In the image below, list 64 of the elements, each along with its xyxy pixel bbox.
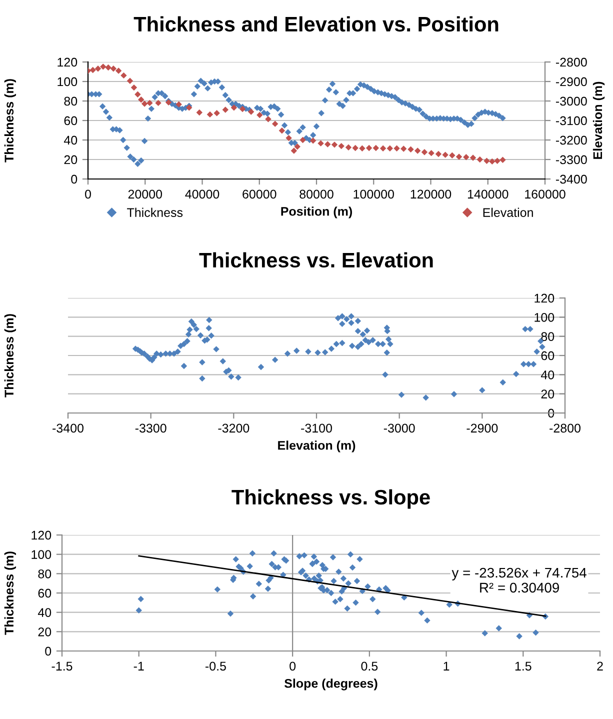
x-tick-label: 40000 [185,190,220,199]
x-tick-label: 0.5 [361,662,378,671]
y-tick-label: 60 [541,351,554,360]
y-tick-label: 40 [540,370,554,380]
y-tick-label: 60 [64,116,78,126]
y-tick-label: 80 [541,332,554,341]
legend-label: Thickness [127,208,183,217]
chart-title: Thickness and Elevation vs. Position [134,16,498,32]
y2-tick-label: -2900 [556,77,587,86]
x-tick-label: 120000 [410,190,452,199]
legend-label: Elevation [483,208,533,217]
x-tick-label: -3200 [218,424,250,433]
chart-title: Thickness vs. Elevation [199,252,433,268]
y-tick-label: 0 [45,646,52,656]
y2-tick-label: -3000 [556,96,587,106]
x-tick-label: -2800 [550,424,580,433]
y-tick-label: 120 [58,58,78,67]
y-tick-label: 0 [71,174,78,184]
x-tick-label: 80000 [300,190,334,199]
y2-axis-title: Elevation (m) [592,82,605,159]
y-tick-label: 20 [38,627,52,636]
x-tick-label: -0.5 [206,662,226,671]
y-tick-label: 100 [58,77,78,86]
y-axis-title: Thickness (m) [4,79,16,162]
y2-tick-label: -2800 [556,58,587,67]
y-tick-label: 120 [32,530,52,540]
x-tick-label: 0 [290,662,296,671]
y-tick-label: 80 [64,96,78,106]
y-tick-label: 40 [38,608,52,617]
y-axis-title: Thickness (m) [4,314,16,398]
y-tick-label: 20 [541,390,554,398]
x-tick-label: -1 [134,662,144,670]
chart-title: Thickness vs. Slope [232,489,430,509]
x-tick-label: 60000 [242,190,276,199]
y-axis-title: Thickness (m) [4,552,16,635]
y-tick-label: 60 [38,588,52,598]
annotation: y = -23.526x + 74.754 R² = 0.30409 [452,568,586,593]
x-axis-title: Slope (degrees) [284,678,378,690]
y2-tick-label: -3200 [556,136,587,145]
y2-tick-label: -3100 [556,116,587,126]
x-axis-title: Elevation (m) [278,440,356,452]
x-tick-label: -3100 [301,424,332,433]
x-tick-label: 160000 [525,190,566,199]
x-tick-label: 1 [444,662,450,670]
x-tick-label: 1.5 [515,662,532,671]
y-tick-label: 80 [38,569,52,578]
y-tick-label: 40 [64,136,78,145]
x-tick-label: -3400 [52,424,84,433]
x-tick-label: -2900 [466,424,498,433]
y-tick-label: 120 [534,294,554,303]
x-tick-label: 2 [597,662,603,670]
y-tick-label: 100 [32,550,52,559]
x-tick-label: 20000 [128,190,162,199]
y-tick-label: 20 [64,155,78,164]
x-tick-label: 140000 [468,190,508,199]
x-tick-label: 100000 [354,190,394,199]
y2-tick-label: -3400 [556,174,587,184]
y2-tick-label: -3300 [556,155,587,164]
x-tick-label: 0 [85,190,91,199]
x-tick-label: -3000 [384,424,415,433]
y-tick-label: 100 [534,312,554,322]
x-tick-label: -1.5 [52,662,72,671]
x-axis-title: Position (m) [281,206,352,218]
x-tick-label: -3300 [135,424,166,433]
